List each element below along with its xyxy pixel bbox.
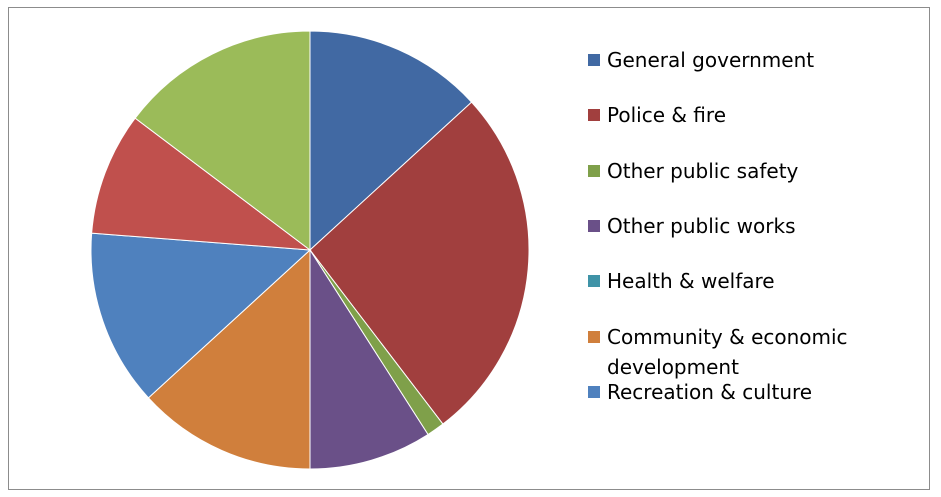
legend-label-health-and-welfare: Health & welfare [607, 269, 775, 293]
legend-label-police-and-fire: Police & fire [607, 103, 726, 127]
legend-swatch-other-public-safety [588, 165, 600, 177]
pie-slice-general-government [309, 30, 473, 252]
legend-label-other-public-works: Other public works [607, 214, 796, 238]
legend-label-other-public-safety: Other public safety [607, 159, 799, 183]
legend-swatch-police-and-fire [588, 109, 600, 121]
pie-slice-recreation-and-culture [90, 232, 312, 399]
legend-label-recreation-and-culture: Recreation & culture [607, 380, 812, 404]
pie-slice-community-and-economic-development [147, 248, 311, 470]
legend-swatch-health-and-welfare [588, 275, 600, 287]
legend-swatch-general-government [588, 54, 600, 66]
pie-slice-police-and-fire [309, 101, 530, 425]
legend-swatch-recreation-and-culture [588, 386, 600, 398]
legend-label-general-government: General government [607, 48, 814, 72]
pie-slice-unlabeled-7 [91, 117, 312, 251]
legend-swatch-other-public-works [588, 220, 600, 232]
pie-slice-other-public-works [309, 248, 429, 470]
legend-swatch-community-and-economic-development [588, 331, 600, 343]
legend-label-community-and-economic-development: Community & economic development [607, 325, 848, 379]
pie-slice-unlabeled-8 [134, 30, 311, 252]
